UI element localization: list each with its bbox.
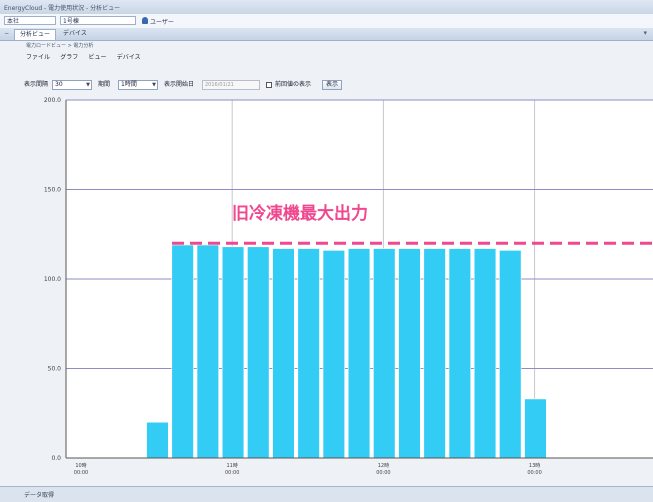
menu-device[interactable]: デバイス [116,54,141,61]
bar [272,248,295,459]
bar [448,248,472,459]
interval-label: 表示間隔 [24,81,49,88]
bar [322,250,346,459]
chevron-down-icon: ▼ [152,82,156,88]
window-titlebar: EnergyCloud - 電力使用状況 - 分析ビュー [0,0,653,15]
bar [146,421,169,459]
bar [499,250,522,459]
start-date-field[interactable]: 2016/01/21 [202,80,260,90]
y-tick-label: 50.0 [48,366,62,373]
user-label[interactable]: ユーザー [150,19,174,26]
user-icon [142,17,148,24]
previous-value-checkbox[interactable] [266,82,272,88]
collapse-icon[interactable]: − [4,30,10,37]
window-title: EnergyCloud - 電力使用状況 - 分析ビュー [4,5,121,12]
bar [373,248,396,459]
x-tick-label: 10時 [75,463,86,469]
bar [196,244,220,459]
menu-bar: ファイル グラフ ビュー デバイス [26,52,149,61]
y-tick-label: 100.0 [44,276,61,283]
chevron-down-icon: ▼ [86,82,90,88]
period-value: 1時間 [121,81,137,88]
menu-file[interactable]: ファイル [26,54,51,61]
x-tick-sublabel: 00:00 [74,470,88,476]
status-text: データ取得 [24,492,55,499]
bar [473,248,497,459]
breadcrumb: 電力ロードビュー > 電力分析 [26,43,94,49]
y-tick-label: 0.0 [51,455,61,462]
tab-analysis[interactable]: 分析ビュー [14,29,57,40]
tab-bar: − 分析ビュー デバイス ▾ [0,28,653,41]
x-tick-label: 11時 [227,463,238,469]
x-tick-label: 13時 [529,463,540,469]
x-tick-sublabel: 00:00 [376,470,390,476]
period-label: 期間 [98,81,111,88]
period-select[interactable]: 1時間 ▼ [118,80,158,90]
x-tick-label: 12時 [378,463,389,469]
location-field[interactable]: 本社 [4,16,56,25]
status-bar: データ取得 [0,486,653,502]
close-panel-icon[interactable]: ▾ [643,29,647,37]
bar [524,398,547,459]
menu-view[interactable]: ビュー [88,54,107,61]
previous-value-label: 前回値の表示 [275,81,312,88]
max-output-label: 旧冷凍機最大出力 [232,203,368,224]
bar [398,248,421,459]
interval-value: 30 [55,81,63,88]
bar [247,246,270,459]
menu-graph[interactable]: グラフ [60,54,79,61]
address-bar: 本社 1号棟 ユーザー [0,14,653,29]
bar [297,248,320,459]
bar [171,244,194,459]
bar [221,246,245,459]
display-button[interactable]: 表示 [322,80,343,90]
building-field[interactable]: 1号棟 [60,16,136,25]
chart-controls: 表示間隔 30 ▼ 期間 1時間 ▼ 表示開始日 2016/01/21 前回値の… [22,80,622,92]
bar [423,248,446,459]
bar [347,248,371,459]
x-tick-sublabel: 00:00 [527,470,541,476]
x-tick-sublabel: 00:00 [225,470,239,476]
start-date-label: 表示開始日 [164,81,195,88]
y-tick-label: 150.0 [44,187,61,194]
interval-select[interactable]: 30 ▼ [52,80,92,90]
y-tick-label: 200.0 [44,97,61,104]
tab-device[interactable]: デバイス [63,30,87,37]
